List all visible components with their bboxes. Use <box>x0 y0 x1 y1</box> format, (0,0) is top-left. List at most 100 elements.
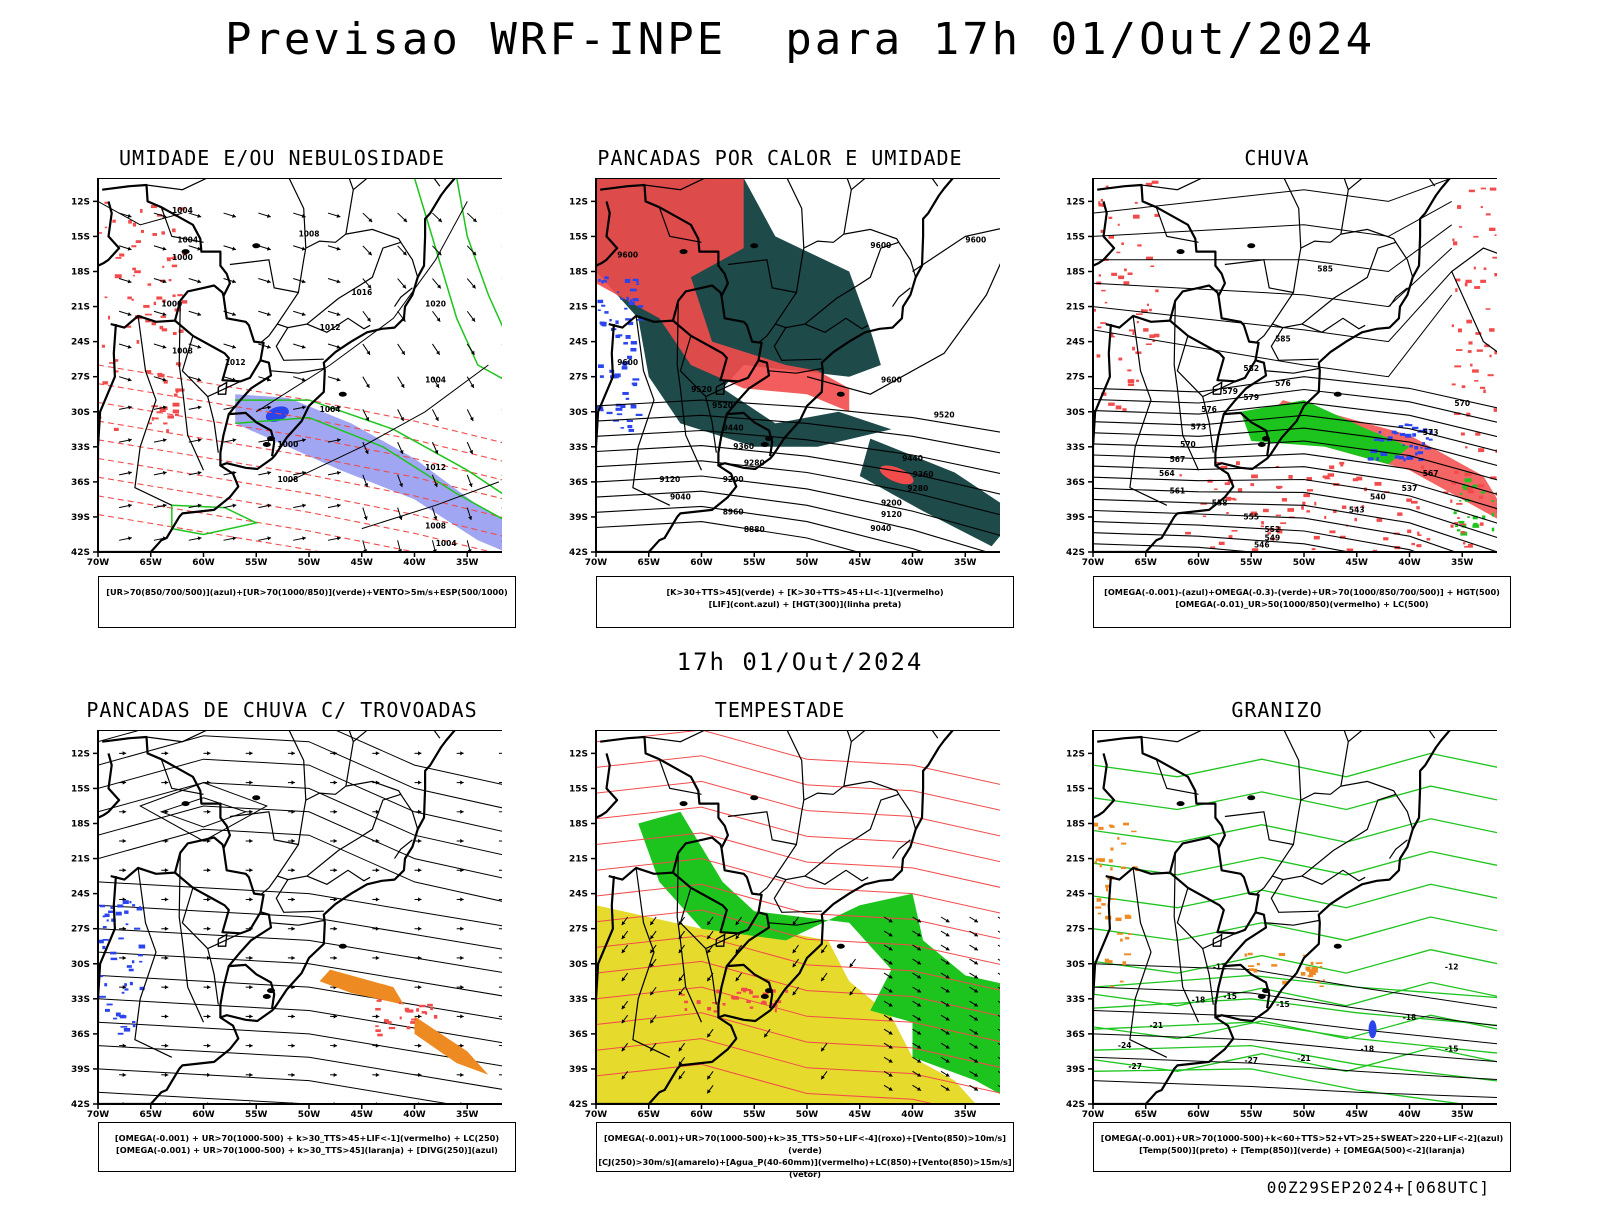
omega-fleck <box>1467 516 1469 518</box>
rain-fleck <box>1137 244 1141 246</box>
contour-label: 9600 <box>965 235 986 244</box>
lat-label: 24S <box>569 338 588 348</box>
rain-fleck <box>1342 505 1346 508</box>
lake-marker <box>837 944 845 949</box>
omega-fleck <box>1109 859 1113 862</box>
omega-fleck <box>1379 431 1382 433</box>
rain-fleck <box>1108 217 1112 219</box>
rain-fleck <box>1411 501 1418 504</box>
lon-label: 60W <box>690 1110 713 1120</box>
rain-fleck <box>1356 477 1362 481</box>
divergence-fleck <box>102 946 105 949</box>
omega-fleck <box>1316 962 1323 964</box>
rain-fleck <box>1132 347 1135 351</box>
omega-fleck <box>1305 967 1310 971</box>
omega-fleck <box>1100 864 1102 867</box>
lat-label: 39S <box>71 1065 90 1075</box>
rain-fleck <box>1461 432 1465 435</box>
omega-fleck <box>1249 968 1254 971</box>
contour-label: -21 <box>1297 1054 1311 1063</box>
lon-label: 70W <box>585 558 608 568</box>
divergence-fleck <box>124 983 127 986</box>
rain-fleck <box>1127 369 1131 371</box>
contour-label: 555 <box>1243 512 1259 521</box>
lake-marker <box>1334 392 1342 397</box>
omega-fleck <box>1458 521 1464 524</box>
lake-marker <box>1177 801 1185 806</box>
lat-label: 27S <box>569 373 588 383</box>
lat-label: 24S <box>71 338 90 348</box>
red-fleck <box>115 359 118 362</box>
red-fleck <box>166 429 169 433</box>
divergence-fleck <box>113 1018 117 1020</box>
rain-fleck <box>1122 408 1126 411</box>
rain-fleck <box>1456 503 1462 505</box>
lat-label: 39S <box>569 513 588 523</box>
rain-fleck <box>1132 331 1134 335</box>
rain-fleck <box>1203 516 1206 518</box>
omega-fleck <box>1111 986 1115 988</box>
omega-fleck <box>1248 965 1254 967</box>
lat-label: 27S <box>569 925 588 935</box>
lat-label: 15S <box>569 232 588 242</box>
rain-fleck <box>1466 320 1472 324</box>
omega-fleck <box>1115 918 1121 921</box>
rain-fleck <box>1462 385 1466 388</box>
legend-line-1: [K>30+TTS>45](verde) + [K>30+TTS>45+LI<-… <box>597 586 1013 598</box>
rain-fleck <box>1099 274 1101 276</box>
red-fleck <box>127 297 131 300</box>
lat-label: 42S <box>569 548 588 558</box>
lon-label: 70W <box>585 1110 608 1120</box>
lat-label: 15S <box>1066 784 1085 794</box>
lat-label: 42S <box>71 1100 90 1110</box>
contour-label: 543 <box>1349 505 1365 514</box>
lat-label: 12S <box>1066 749 1085 759</box>
lat-label: 21S <box>1066 855 1085 865</box>
rain-fleck <box>1097 327 1101 329</box>
red-fleck <box>175 388 180 391</box>
lake-marker <box>267 436 275 441</box>
contour-label: -21 <box>1150 1021 1164 1030</box>
rain-fleck <box>1226 512 1228 514</box>
red-fleck <box>131 245 136 247</box>
rain-fleck <box>1474 286 1480 289</box>
water-fleck <box>746 1000 751 1003</box>
lake-marker <box>750 243 758 248</box>
omega-fleck <box>1301 972 1306 976</box>
contour-label: 1004 <box>320 405 341 414</box>
lake-marker <box>761 442 769 447</box>
lake-marker <box>1177 249 1185 254</box>
contour-label: 9200 <box>881 498 902 507</box>
rain-fleck <box>1468 350 1472 353</box>
contour-label: 537 <box>1402 484 1418 493</box>
omega-fleck <box>1095 907 1101 909</box>
omega-fleck <box>1128 933 1132 935</box>
lif-contour <box>633 279 639 281</box>
legend-line-2: [OMEGA(-0.001) + UR>70(1000-500) + k>30_… <box>99 1144 515 1156</box>
lon-label: 50W <box>298 1110 321 1120</box>
lake-marker <box>339 392 347 397</box>
rain-fleck <box>1136 313 1143 315</box>
omega-fleck <box>1309 972 1314 974</box>
contour-label: -24 <box>1118 1041 1132 1050</box>
omega-fleck <box>1465 478 1472 482</box>
rain-fleck <box>1105 302 1108 304</box>
lon-label: 65W <box>638 1110 661 1120</box>
lif-contour <box>636 414 643 416</box>
lake-marker <box>1258 994 1266 999</box>
rain-fleck <box>1479 496 1483 499</box>
strong-thunder <box>410 1021 415 1024</box>
lon-label: 35W <box>456 1110 479 1120</box>
rain-fleck <box>1374 482 1381 486</box>
red-fleck <box>160 408 166 412</box>
lon-label: 50W <box>796 1110 819 1120</box>
divergence-fleck <box>124 1028 130 1032</box>
rain-fleck <box>1136 380 1139 382</box>
rain-fleck <box>1461 531 1465 533</box>
strong-thunder <box>416 1008 419 1012</box>
red-fleck <box>148 283 152 285</box>
lat-label: 42S <box>1066 1100 1085 1110</box>
rain-fleck <box>1494 273 1497 276</box>
omega-fleck <box>1379 439 1384 441</box>
